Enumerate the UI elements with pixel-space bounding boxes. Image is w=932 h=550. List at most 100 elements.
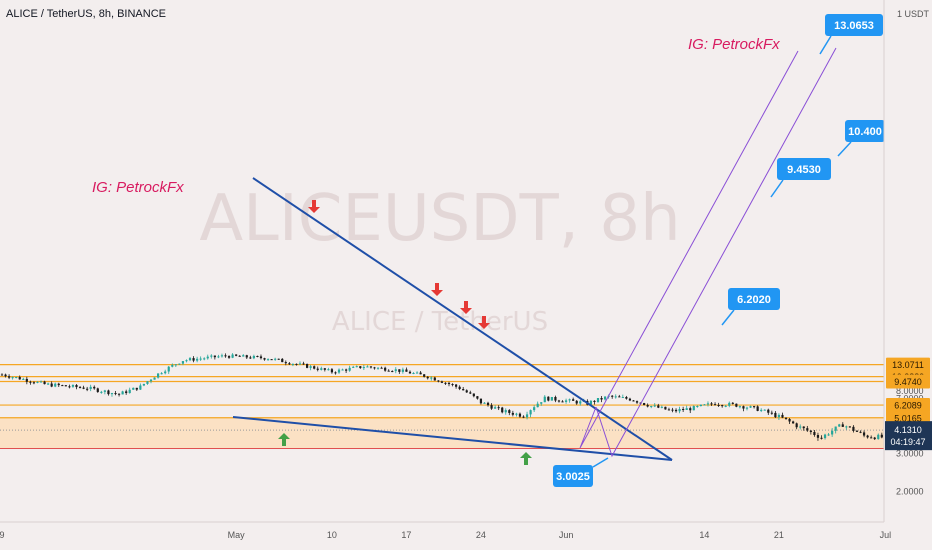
level-price-label: 6.2089 (894, 401, 922, 411)
candle-body (784, 417, 788, 419)
candle-body (806, 428, 809, 431)
time-tick-label: Jul (880, 530, 892, 540)
candle-body (352, 366, 355, 368)
candle-body (870, 437, 873, 439)
candle-body (643, 403, 646, 405)
candle-body (579, 401, 582, 404)
candle-body (18, 376, 21, 380)
candle-body (337, 369, 341, 373)
target-label-text: 9.4530 (787, 164, 821, 176)
candle-body (47, 383, 50, 385)
candle-body (494, 407, 497, 409)
time-tick-label: 14 (699, 530, 709, 540)
candle-body (689, 408, 692, 411)
candle-body (557, 400, 561, 402)
candle-body (408, 371, 412, 374)
price-axis: 2.00003.00004.00005.00006.00007.00008.00… (883, 0, 932, 550)
candle-body (841, 424, 844, 427)
price-unit-label: 1 USDT (897, 9, 930, 19)
candle-body (717, 404, 720, 406)
candle-body (29, 381, 32, 383)
candle-body (440, 381, 444, 383)
candle-body (32, 382, 36, 384)
candle-body (788, 418, 791, 422)
down-arrow-icon (478, 316, 490, 329)
candle-body (192, 358, 195, 361)
candle-body (745, 407, 749, 409)
candle-body (600, 398, 603, 400)
candle-body (469, 392, 472, 394)
candle-body (103, 390, 106, 392)
candle-body (536, 403, 539, 408)
candle-body (823, 434, 827, 439)
candle-body (295, 363, 298, 365)
candle-body (22, 378, 25, 380)
demand-zone-layer (0, 417, 884, 449)
candle-body (93, 386, 96, 389)
candle-body (561, 401, 564, 403)
candle-body (831, 430, 834, 435)
candle-body (284, 362, 287, 364)
candle-body (820, 437, 823, 439)
candle-body (486, 402, 490, 406)
time-axis: 9May101724Jun1421Jul1219Aug (0, 521, 932, 550)
level-price-label: 13.0711 (892, 360, 924, 370)
target-label-box (553, 465, 593, 487)
candle-body (43, 381, 46, 385)
level-price-badge (886, 398, 930, 413)
candle-body (376, 367, 380, 369)
candle-body (78, 387, 82, 389)
candle-body (68, 386, 71, 388)
candle-body (181, 361, 185, 364)
candle-body (710, 403, 713, 405)
candle-body (735, 403, 738, 407)
candle-body (50, 383, 53, 387)
candle-body (64, 385, 67, 387)
candle-body (249, 357, 252, 359)
candle-body (713, 404, 717, 406)
candle-body (462, 389, 465, 391)
candle-body (15, 376, 18, 378)
candle-body (873, 437, 876, 440)
candle-body (568, 399, 571, 401)
candle-body (213, 355, 216, 358)
candle-body (650, 406, 653, 408)
candle-body (316, 368, 319, 370)
target-label-pointer (837, 141, 852, 157)
candle-body (132, 387, 135, 390)
target-label-box (825, 14, 883, 36)
candle-body (533, 407, 536, 411)
target-label-box (728, 288, 780, 310)
candle-body (838, 424, 841, 427)
candle-body (816, 435, 820, 438)
candle-body (621, 397, 624, 399)
candle-body (302, 363, 305, 365)
wedge-support-line (232, 416, 673, 461)
candle-body (36, 381, 39, 383)
candle-body (281, 358, 284, 363)
candle-body (196, 358, 199, 361)
candle-body (508, 410, 511, 413)
candle-body (880, 434, 883, 438)
candle-body (706, 403, 710, 405)
candle-body (139, 385, 142, 390)
current-price-badge (885, 421, 932, 451)
candle-body (185, 360, 188, 362)
candle-body (490, 405, 493, 409)
time-tick-label: Jun (559, 530, 574, 540)
level-price-label: 5.0165 (894, 413, 922, 423)
candle-body (345, 369, 348, 371)
candles-layer (0, 353, 883, 441)
candle-body (774, 412, 777, 418)
price-tick-label: 2.0000 (896, 487, 924, 497)
target-label-text: 13.0653 (834, 20, 874, 32)
candle-body (366, 366, 369, 368)
candle-body (749, 406, 752, 408)
candle-body (298, 363, 302, 365)
candle-body (174, 364, 177, 366)
candle-body (862, 432, 866, 436)
up-arrow-icon (520, 452, 532, 465)
candle-body (834, 426, 837, 431)
